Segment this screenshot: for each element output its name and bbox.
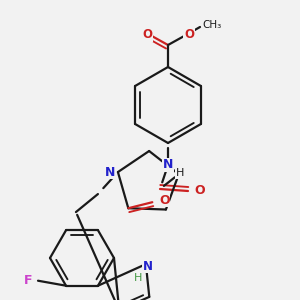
Text: O: O [159,194,169,207]
Text: CH₃: CH₃ [202,20,222,30]
Text: O: O [195,184,205,197]
Text: N: N [163,158,173,172]
Text: O: O [184,28,194,41]
Text: N: N [105,166,115,178]
Text: H: H [176,168,184,178]
Text: F: F [24,274,32,287]
Text: N: N [143,260,153,273]
Text: H: H [134,273,142,283]
Text: O: O [142,28,152,41]
